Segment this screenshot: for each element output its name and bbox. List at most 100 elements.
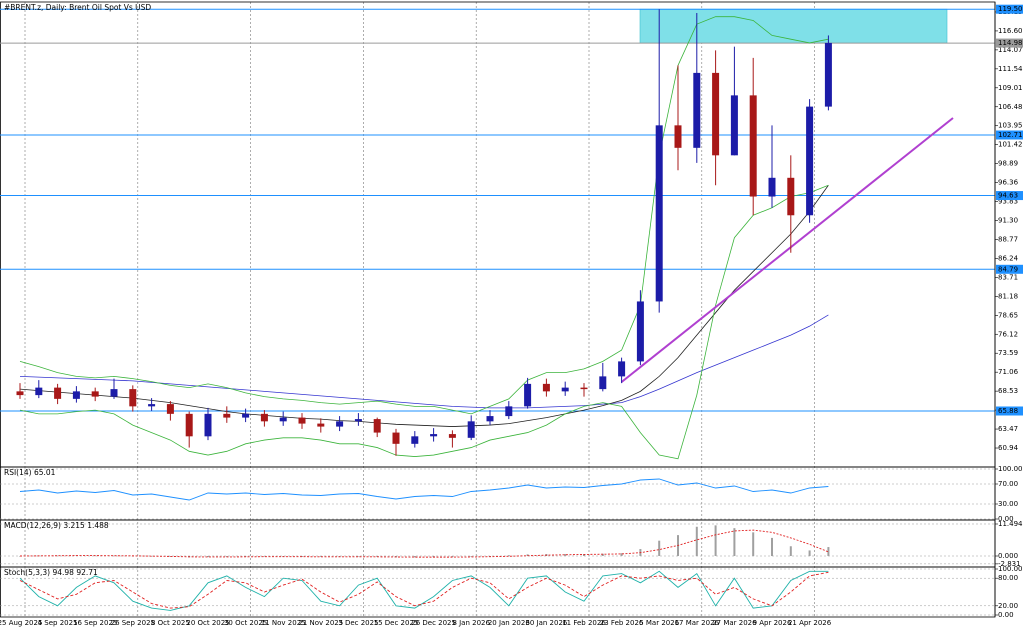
y-tick-label: 80.00 bbox=[998, 574, 1018, 582]
y-tick-label: 98.89 bbox=[998, 160, 1018, 168]
candle-body bbox=[505, 406, 513, 417]
candle-body bbox=[91, 391, 99, 397]
y-tick-label: 116.60 bbox=[998, 27, 1023, 35]
x-tick-label: 9 Apr 2026 bbox=[753, 619, 792, 627]
panel-title: #BRENT.z, Daily: Brent Oil Spot Vs USD bbox=[4, 3, 151, 12]
candle-body bbox=[430, 434, 438, 437]
y-tick-label: -2.831 bbox=[998, 560, 1021, 568]
candle-body bbox=[54, 387, 62, 399]
macd-bar bbox=[789, 546, 792, 557]
x-tick-label: 25 Aug 2025 bbox=[0, 619, 42, 627]
x-tick-label: 8 Jan 2026 bbox=[452, 619, 490, 627]
y-tick-label: 60.94 bbox=[998, 444, 1019, 452]
candle-body bbox=[336, 421, 344, 427]
macd-bar bbox=[601, 553, 604, 557]
candle-body bbox=[279, 417, 287, 422]
y-tick-label: 68.53 bbox=[998, 387, 1018, 395]
candle-body bbox=[392, 432, 400, 444]
level-label: 119.50 bbox=[998, 5, 1023, 13]
macd-bar bbox=[526, 554, 529, 557]
candle-body bbox=[730, 95, 738, 156]
macd-bar bbox=[413, 556, 416, 558]
candle-body bbox=[636, 301, 644, 362]
x-tick-label: 11 Feb 2026 bbox=[562, 619, 606, 627]
macd-bar bbox=[583, 554, 585, 557]
candle-body bbox=[204, 413, 212, 437]
y-tick-label: 83.71 bbox=[998, 273, 1018, 281]
candle-body bbox=[185, 413, 193, 437]
candle-body bbox=[148, 404, 156, 407]
trend-line bbox=[620, 117, 954, 383]
y-tick-label: 91.30 bbox=[998, 217, 1018, 225]
x-tick-label: 23 Feb 2026 bbox=[600, 619, 644, 627]
macd-bar bbox=[620, 553, 623, 557]
y-tick-label: 96.36 bbox=[998, 179, 1019, 187]
y-tick-label: 88.77 bbox=[998, 235, 1018, 243]
candle-body bbox=[166, 404, 174, 414]
x-tick-label: 30 Jan 2026 bbox=[525, 619, 568, 627]
y-tick-label: 73.59 bbox=[998, 349, 1018, 357]
candle-body bbox=[599, 376, 607, 390]
level-tag bbox=[996, 130, 1023, 140]
y-tick-label: 114.07 bbox=[998, 46, 1023, 54]
y-tick-label: 0.000 bbox=[998, 552, 1018, 560]
x-tick-label: 16 Sep 2025 bbox=[73, 619, 117, 627]
candle-body bbox=[260, 413, 268, 422]
panel-title: Stoch(5,3,3) 94.98 92.71 bbox=[4, 568, 98, 577]
y-tick-label: 100.00 bbox=[998, 565, 1023, 573]
candle-body bbox=[35, 387, 43, 396]
macd-bar bbox=[113, 555, 115, 557]
y-tick-label: 111.54 bbox=[998, 65, 1023, 73]
macd-bar bbox=[207, 556, 209, 558]
x-tick-label: 26 Sep 2025 bbox=[111, 619, 155, 627]
stoch-signal bbox=[19, 571, 829, 609]
candle-body bbox=[542, 383, 550, 392]
candle-body bbox=[223, 413, 231, 418]
candle-body bbox=[749, 95, 757, 197]
y-tick-label: 93.83 bbox=[998, 198, 1018, 206]
candle-body bbox=[561, 387, 569, 392]
y-tick-label: 70.00 bbox=[998, 480, 1018, 488]
x-tick-label: 5 Mar 2026 bbox=[639, 619, 679, 627]
macd-bar bbox=[301, 556, 303, 557]
macd-bar bbox=[827, 547, 830, 557]
candle-body bbox=[317, 423, 325, 427]
macd-bar bbox=[19, 556, 21, 557]
candle-body bbox=[411, 436, 419, 444]
macd-bar bbox=[507, 555, 510, 557]
candle-body bbox=[373, 419, 381, 433]
candle-body bbox=[129, 389, 137, 407]
y-tick-label: 30.00 bbox=[998, 500, 1018, 508]
panel-title: MACD(12,26,9) 3.215 1.488 bbox=[4, 521, 109, 530]
x-tick-label: 15 Dec 2025 bbox=[374, 619, 419, 627]
overlay-line bbox=[19, 184, 829, 460]
candle-body bbox=[824, 42, 832, 107]
y-tick-label: 71.06 bbox=[998, 368, 1019, 376]
macd-bar bbox=[244, 556, 247, 557]
candle-body bbox=[806, 106, 814, 216]
level-tag bbox=[996, 38, 1023, 48]
candle-body bbox=[674, 125, 682, 148]
x-tick-label: 30 Oct 2025 bbox=[224, 619, 267, 627]
x-tick-label: 20 Jan 2026 bbox=[488, 619, 531, 627]
macd-bar bbox=[225, 556, 228, 557]
candle-body bbox=[448, 434, 456, 438]
y-tick-label: 78.65 bbox=[998, 311, 1018, 319]
level-label: 102.71 bbox=[998, 131, 1023, 139]
y-tick-label: 100.00 bbox=[998, 465, 1023, 473]
candle-body bbox=[486, 416, 494, 422]
y-tick-label: 11.494 bbox=[998, 520, 1023, 528]
y-tick-label: 109.01 bbox=[998, 84, 1023, 92]
macd-bar bbox=[451, 556, 454, 558]
candle-body bbox=[712, 72, 720, 156]
macd-bar bbox=[319, 556, 322, 557]
y-tick-label: 86.24 bbox=[998, 254, 1019, 262]
macd-bar bbox=[733, 528, 736, 557]
candle-body bbox=[693, 72, 701, 148]
x-tick-label: 4 Sep 2025 bbox=[38, 619, 78, 627]
y-tick-label: 0.00 bbox=[998, 611, 1014, 619]
x-tick-label: 27 Mar 2026 bbox=[712, 619, 757, 627]
level-tag bbox=[996, 191, 1023, 201]
